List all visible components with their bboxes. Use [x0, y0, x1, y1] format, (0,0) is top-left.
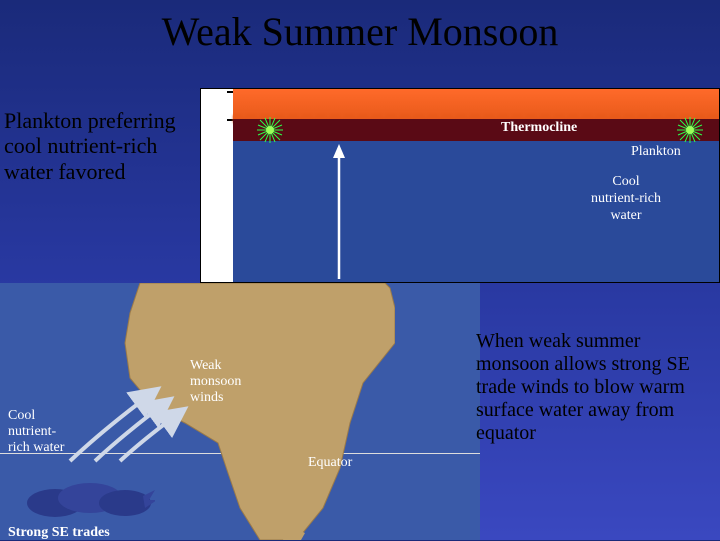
slide-title: Weak Summer Monsoon: [0, 0, 720, 55]
map-diagram: Coolnutrient-rich water Weakmonsoonwinds…: [0, 283, 480, 540]
wind-arrows-icon: [60, 383, 190, 463]
map-cool-water-label: Coolnutrient-rich water: [8, 408, 64, 456]
upwelling-arrow-icon: [331, 144, 347, 279]
ocean-cross-section: 50 m Thermocline Plankton Coolnutrient: [200, 88, 720, 283]
plankton-icon: [677, 117, 703, 143]
cool-water-label: Coolnutrient-richwater: [591, 174, 661, 224]
map-trades-label: Strong SE trades: [8, 525, 110, 541]
plankton-icon: [257, 117, 283, 143]
depth-axis: [201, 89, 233, 282]
thermocline-layer: [233, 119, 719, 141]
top-caption: Plankton preferring cool nutrient-rich w…: [4, 108, 199, 184]
map-equator-label: Equator: [308, 455, 352, 471]
plankton-label: Plankton: [631, 144, 681, 160]
trade-wind-cloud-icon: [25, 478, 155, 518]
thermocline-label: Thermocline: [501, 120, 577, 136]
map-weak-monsoon-label: Weakmonsoonwinds: [190, 358, 241, 406]
warm-surface-layer: [233, 89, 719, 119]
bottom-caption: When weak summer monsoon allows strong S…: [476, 330, 716, 445]
